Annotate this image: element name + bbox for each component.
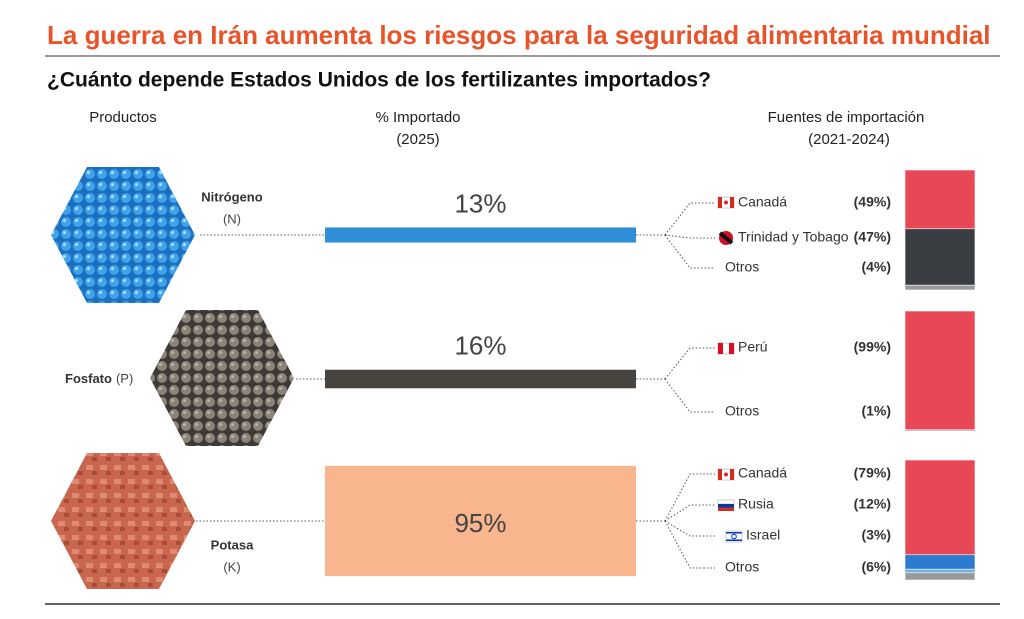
- product-name: Nitrógeno: [201, 189, 262, 204]
- source-name: Perú: [738, 339, 768, 355]
- source-share: (79%): [854, 465, 891, 481]
- source-share: (1%): [861, 403, 891, 419]
- header: Productos: [89, 109, 157, 126]
- connector: [664, 347, 715, 413]
- source-segment: [904, 554, 976, 570]
- subtitle: ¿Cuánto depende Estados Unidos de los fe…: [47, 69, 711, 92]
- source-name: Israel: [746, 527, 780, 543]
- product-symbol: (N): [223, 211, 241, 226]
- source-share: (49%): [854, 194, 891, 210]
- source-share: (47%): [854, 229, 891, 245]
- import-bar: [325, 227, 636, 243]
- nitrogen-image: [51, 167, 195, 303]
- source-segment: [904, 310, 976, 431]
- product-symbol: (P): [116, 371, 133, 386]
- source-segment: [904, 228, 976, 286]
- source-share: (12%): [854, 496, 891, 512]
- title: La guerra en Irán aumenta los riesgos pa…: [47, 20, 991, 50]
- source-segment: [904, 572, 976, 581]
- connector: [664, 473, 715, 569]
- source-share: (6%): [861, 559, 891, 575]
- source-name: Otros: [725, 403, 759, 419]
- source-segment: [904, 459, 976, 556]
- product-name: Potasa: [211, 537, 254, 552]
- product-symbol: (K): [223, 559, 240, 574]
- source-share: (4%): [861, 259, 891, 275]
- import-label: 13%: [454, 188, 506, 218]
- source-name: Otros: [725, 559, 759, 575]
- source-name: Trinidad y Tobago: [738, 229, 849, 245]
- import-bar: [325, 465, 636, 577]
- source-name: Canadá: [738, 465, 787, 481]
- header: (2021-2024): [808, 131, 890, 148]
- source-segment: [904, 169, 976, 230]
- source-segment: [904, 284, 976, 291]
- import-label: 95%: [454, 508, 506, 538]
- phosphate-image: [150, 310, 294, 446]
- source-name: Otros: [725, 259, 759, 275]
- potash-image: [51, 453, 195, 589]
- header: (2025): [396, 131, 439, 148]
- source-share: (3%): [861, 527, 891, 543]
- connector: [664, 202, 715, 269]
- source-segment: [904, 429, 976, 432]
- header: Fuentes de importación: [768, 109, 925, 126]
- source-share: (99%): [854, 339, 891, 355]
- flags: [717, 196, 743, 543]
- product-name: Fosfato: [65, 371, 112, 386]
- import-bar: [325, 369, 636, 389]
- import-label: 16%: [454, 331, 506, 361]
- source-name: Rusia: [738, 496, 774, 512]
- product-label: Fosfato (P): [65, 371, 133, 386]
- source-name: Canadá: [738, 194, 787, 210]
- source-segment: [904, 568, 976, 574]
- header: % Importado: [375, 109, 460, 126]
